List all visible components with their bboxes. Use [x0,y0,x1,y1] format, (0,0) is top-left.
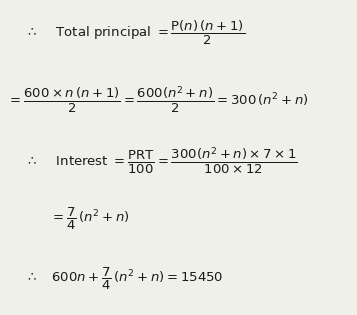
Text: $\therefore\quad$ Total principal $= \dfrac{\mathrm{P}(n)\,(n+1)}{2}$: $\therefore\quad$ Total principal $= \df… [25,19,245,47]
Text: $= \dfrac{600 \times n\,(n+1)}{2} = \dfrac{600(n^2+n)}{2} = 300\,(n^2+n)$: $= \dfrac{600 \times n\,(n+1)}{2} = \dfr… [7,84,309,115]
Text: $\therefore\quad 600n + \dfrac{7}{4}\,(n^2+n) = 15450$: $\therefore\quad 600n + \dfrac{7}{4}\,(n… [25,266,223,292]
Text: $\therefore\quad$ Interest $= \dfrac{\mathrm{PRT}}{100} = \dfrac{300(n^2+n)\time: $\therefore\quad$ Interest $= \dfrac{\ma… [25,145,298,176]
Text: $= \dfrac{7}{4}\,(n^2+n)$: $= \dfrac{7}{4}\,(n^2+n)$ [50,206,130,232]
